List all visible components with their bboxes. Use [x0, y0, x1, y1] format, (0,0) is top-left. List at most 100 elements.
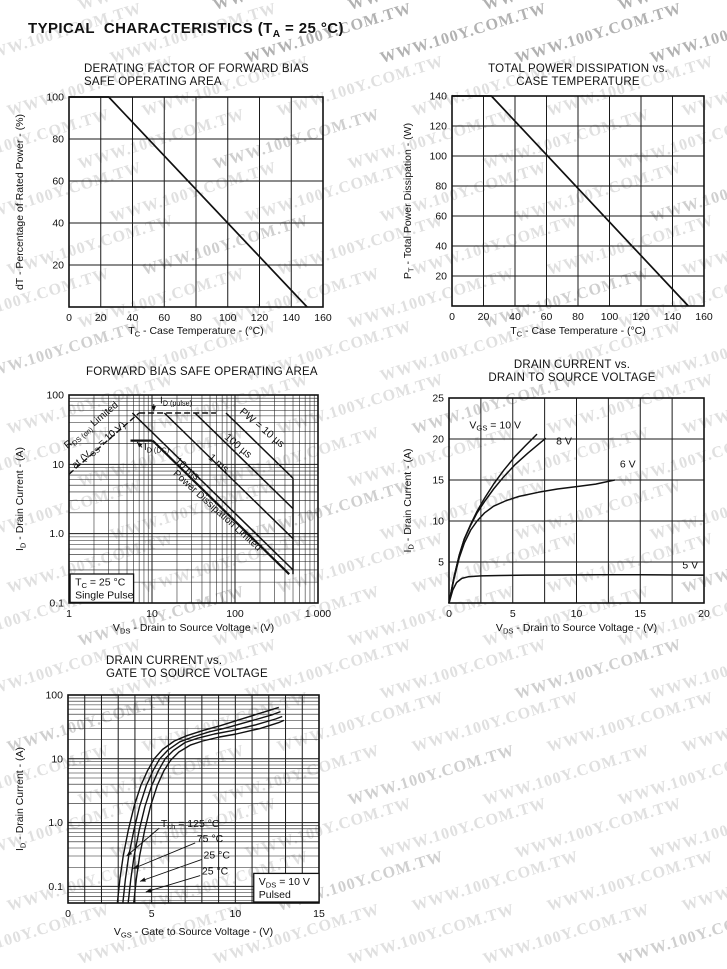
svg-text:100: 100 — [429, 151, 447, 163]
svg-text:10: 10 — [229, 908, 241, 920]
svg-text:60: 60 — [541, 311, 553, 323]
svg-text:VDS - Drain to Source Voltage: VDS - Drain to Source Voltage - (V) — [113, 622, 274, 635]
svg-text:VDS = 10 V: VDS = 10 V — [259, 876, 310, 889]
svg-text:TC = 25 °C: TC = 25 °C — [75, 576, 126, 589]
svg-text:60: 60 — [52, 176, 64, 188]
svg-text:ID - Drain Current - (A): ID - Drain Current - (A) — [402, 448, 415, 552]
svg-text:0: 0 — [449, 311, 455, 323]
svg-text:TC - Case Temperature - (°C): TC - Case Temperature - (°C) — [128, 325, 264, 338]
svg-text:15: 15 — [634, 608, 646, 620]
page-title: TYPICAL CHARACTERISTICS (TA = 25 °C) — [28, 20, 344, 41]
svg-text:10: 10 — [52, 459, 64, 471]
chart-derating-fbsoa: 0 20 40 60 80 100 120 140 160 20 40 60 80 100 TC - Cas… — [10, 58, 355, 350]
svg-text:100: 100 — [45, 690, 63, 702]
series-power-dissipation-limit — [151, 439, 290, 575]
svg-text:100: 100 — [226, 608, 244, 620]
svg-text:10: 10 — [571, 608, 583, 620]
svg-text:40: 40 — [435, 241, 447, 253]
series-pw-10ms — [131, 412, 294, 571]
svg-text:100: 100 — [46, 390, 64, 402]
series-derating-line — [69, 96, 308, 308]
series-tch-125c — [116, 706, 280, 903]
svg-text:25 °C: 25 °C — [202, 866, 229, 878]
svg-text:Single Pulse: Single Pulse — [75, 589, 134, 601]
svg-text:1.0: 1.0 — [48, 817, 63, 829]
svg-text:20: 20 — [698, 608, 710, 620]
svg-text:DERATING FACTOR OF FORWARD BIA: DERATING FACTOR OF FORWARD BIAS — [84, 63, 309, 75]
svg-text:5: 5 — [149, 908, 155, 920]
svg-text:1.0: 1.0 — [49, 528, 64, 540]
svg-text:10: 10 — [51, 753, 63, 765]
svg-text:100: 100 — [219, 312, 237, 324]
svg-text:dT - Percentage of Rated Power: dT - Percentage of Rated Power - (%) — [14, 114, 26, 290]
svg-text:60: 60 — [435, 211, 447, 223]
svg-text:1 000: 1 000 — [305, 608, 331, 620]
svg-text:10: 10 — [146, 608, 158, 620]
svg-text:TC - Case Temperature - (°C): TC - Case Temperature - (°C) — [510, 325, 646, 338]
svg-text:80: 80 — [190, 312, 202, 324]
svg-text:8 V: 8 V — [556, 436, 572, 448]
series-rds-on-limit — [68, 412, 140, 475]
svg-text:Power Dissipation Limited: Power Dissipation Limited — [171, 468, 264, 553]
svg-text:DRAIN CURRENT vs.: DRAIN CURRENT vs. — [106, 655, 222, 667]
svg-text:0: 0 — [66, 312, 72, 324]
svg-text:FORWARD BIAS SAFE OPERATING AR: FORWARD BIAS SAFE OPERATING AREA — [86, 366, 318, 378]
svg-text:75 °C: 75 °C — [197, 833, 224, 845]
svg-text:140: 140 — [429, 91, 447, 103]
svg-text:80: 80 — [435, 181, 447, 193]
svg-text:ID (DC): ID (DC) — [144, 442, 169, 454]
svg-text:DRAIN CURRENT vs.: DRAIN CURRENT vs. — [514, 359, 630, 371]
svg-text:0: 0 — [446, 608, 452, 620]
svg-text:60: 60 — [158, 312, 170, 324]
svg-text:ID - Drain Current - (A): ID - Drain Current - (A) — [14, 747, 27, 851]
series-pw-1ms — [163, 412, 294, 540]
svg-text:5: 5 — [510, 608, 516, 620]
svg-text:ID - Drain Current - (A): ID - Drain Current - (A) — [14, 447, 27, 551]
series-pw-100us — [194, 412, 294, 510]
svg-text:40: 40 — [509, 311, 521, 323]
chart-output-characteristics-svg: 0 5 10 15 20 5 10 15 20 25 VDS - Drain to Source V… — [402, 359, 710, 635]
svg-text:10: 10 — [432, 516, 444, 528]
svg-text:140: 140 — [282, 312, 300, 324]
svg-text:25: 25 — [432, 393, 444, 405]
svg-text:40: 40 — [52, 218, 64, 230]
svg-text:VGS = 10 V: VGS = 10 V — [469, 419, 521, 432]
svg-text:80: 80 — [52, 134, 64, 146]
svg-text:120: 120 — [429, 121, 447, 133]
svg-text:5: 5 — [438, 557, 444, 569]
svg-text:25 °C: 25 °C — [204, 849, 231, 861]
svg-text:80: 80 — [572, 311, 584, 323]
svg-text:15: 15 — [313, 908, 325, 920]
chart-forward-bias-soa-svg: 1 10 100 1 000 0.1 1.0 10 100 VDS - Drain to Sou… — [14, 366, 331, 635]
svg-text:1: 1 — [66, 608, 72, 620]
svg-text:40: 40 — [127, 312, 139, 324]
svg-text:SAFE OPERATING AREA: SAFE OPERATING AREA — [84, 76, 222, 88]
series-vgs-5v — [448, 573, 705, 604]
svg-text:100: 100 — [46, 92, 64, 104]
series-vgs-8v — [448, 437, 547, 604]
series-power-line — [452, 95, 689, 307]
svg-text:ID (pulse): ID (pulse) — [160, 395, 192, 407]
svg-text:CASE TEMPERATURE: CASE TEMPERATURE — [516, 76, 640, 88]
svg-text:1 ms: 1 ms — [206, 452, 231, 476]
svg-text:20: 20 — [52, 260, 64, 272]
svg-text:GATE TO SOURCE VOLTAGE: GATE TO SOURCE VOLTAGE — [106, 668, 268, 680]
svg-text:VGS - Gate to Source Voltage -: VGS - Gate to Source Voltage - (V) — [114, 926, 273, 939]
svg-text:0.1: 0.1 — [48, 881, 63, 893]
svg-text:120: 120 — [632, 311, 650, 323]
svg-text:VDS - Drain to Source Voltage: VDS - Drain to Source Voltage - (V) — [496, 622, 657, 635]
svg-text:120: 120 — [251, 312, 269, 324]
svg-text:Tch = 125 °C: Tch = 125 °C — [161, 818, 220, 831]
chart-output-characteristics: 0 5 10 15 20 5 10 15 20 25 VDS - Drain to Source V… — [398, 358, 727, 650]
chart-transfer-characteristics: 0 5 10 15 0.1 1.0 10 100 VGS - Gate to Source Vo… — [10, 653, 360, 955]
svg-text:Pulsed: Pulsed — [259, 889, 291, 901]
svg-text:DRAIN TO SOURCE VOLTAGE: DRAIN TO SOURCE VOLTAGE — [488, 372, 655, 384]
series-tch-25c — [127, 715, 283, 903]
svg-text:160: 160 — [695, 311, 713, 323]
svg-text:TOTAL POWER DISSIPATION vs.: TOTAL POWER DISSIPATION vs. — [488, 63, 668, 75]
chart-transfer-characteristics-svg: 0 5 10 15 0.1 1.0 10 100 VGS - Gate to Source Vo… — [14, 655, 325, 939]
svg-text:20: 20 — [478, 311, 490, 323]
svg-text:160: 160 — [314, 312, 332, 324]
